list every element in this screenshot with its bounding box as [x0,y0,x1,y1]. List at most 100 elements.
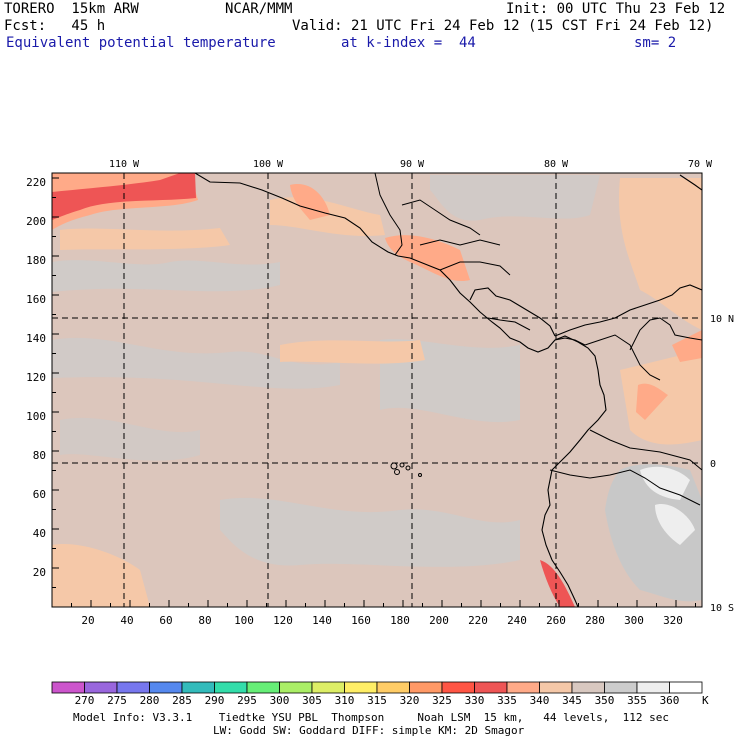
caribbean-coastline [554,284,702,337]
colorbar-swatch [246,681,280,694]
y-tick-label: 100 [26,410,46,423]
colorbar-label: 330 [465,694,485,707]
grey-zone [52,260,280,292]
colorbar-label: 315 [367,694,387,707]
salmon-zone [385,235,470,281]
lon-label-110w: 110 W [109,159,140,170]
border-line [629,317,702,351]
colorbar-labels: 270 275 280 285 290 295 300 305 310 315 320 325 330 3… [75,694,680,707]
lon-label-80w: 80 W [544,159,569,170]
field-shading [52,173,702,607]
y-tick-label: 200 [26,215,46,228]
y-tick-label: 20 [33,566,46,579]
colorbar-label: 310 [335,694,355,707]
colorbar-label: 305 [302,694,322,707]
colorbar-swatch [571,681,605,694]
red-zone [540,560,575,607]
colorbar-swatch [149,681,183,694]
y-tick-label: 60 [33,488,46,501]
colorbar-label: 325 [432,694,452,707]
country-borders [374,173,702,506]
x-tick-labels: 20 40 60 80 100 120 140 160 180 200 220 … [81,614,683,627]
lat-label-10n: 10 N [710,314,734,325]
colorbar-swatch [441,681,475,694]
colorbar-swatch [539,681,573,694]
white-zone [640,466,690,500]
peach-zone [270,197,385,237]
x-tick-label: 280 [585,614,605,627]
colorbar-swatch [506,681,540,694]
y-tick-label: 180 [26,254,46,267]
border-line [374,173,403,256]
lat-label-10s: 10 S [710,603,734,614]
lon-label-100w: 100 W [253,159,284,170]
x-tick-label: 320 [663,614,683,627]
coastline [469,287,556,337]
init-label: Init: 00 UTC Thu 23 Feb 12 [506,1,726,17]
colorbar-label: 270 [75,694,95,707]
colorbar [51,681,703,694]
lon-labels: 110 W 100 W 90 W 80 W 70 W [109,159,713,170]
physics-info-line: LW: Godd SW: Goddard DIFF: simple KM: 2D… [213,724,525,737]
border-line [589,429,702,471]
level-label: at k-index = 44 [341,35,476,51]
model-label: TORERO 15km ARW [4,1,139,17]
colorbar-swatch [279,681,313,694]
colorbar-swatch [214,681,248,694]
graticule [52,173,702,607]
colorbar-label: 345 [562,694,582,707]
y-tick-label: 220 [26,176,46,189]
colorbar-swatch [669,681,703,694]
x-tick-label: 80 [198,614,211,627]
peach-zone [280,340,425,364]
x-tick-label: 200 [429,614,449,627]
map-frame [51,172,703,608]
colorbar-swatch [376,681,410,694]
island-outline [405,465,411,471]
coastline [194,173,702,607]
y-tick-label: 40 [33,527,46,540]
border-line [549,469,701,506]
colorbar-label: 360 [660,694,680,707]
lon-label-90w: 90 W [400,159,425,170]
colorbar-swatch [311,681,345,694]
white-zone [655,504,695,545]
peach-zone [619,178,702,330]
lat-labels: 10 N 0 10 S [710,314,734,614]
pacific-coastline [194,173,607,607]
x-tick-label: 240 [507,614,527,627]
x-tick-label: 20 [81,614,94,627]
colorbar-label: 355 [627,694,647,707]
colorbar-swatch [51,681,85,694]
colorbar-unit: K [702,694,709,707]
border-line [439,261,511,276]
valid-label: Valid: 21 UTC Fri 24 Feb 12 (15 CST Fri … [292,18,714,34]
y-tick-labels: 20 40 60 80 100 120 140 160 180 200 220 [26,176,46,579]
x-tick-label: 120 [273,614,293,627]
border-line [487,317,531,331]
salmon-zone [672,330,702,362]
grey-zone [220,497,520,567]
border-line [554,337,586,346]
lon-label-70w: 70 W [688,159,713,170]
colorbar-swatch [636,681,670,694]
x-tick-label: 100 [234,614,254,627]
x-tick-label: 300 [624,614,644,627]
border-line [419,239,501,246]
model-info-line: Model Info: V3.3.1 Tiedtke YSU PBL Thomp… [73,711,670,724]
colorbar-label: 295 [237,694,257,707]
island-outline [394,469,400,475]
x-tick-label: 260 [546,614,566,627]
colorbar-swatch [409,681,443,694]
colorbar-label: 335 [497,694,517,707]
colorbar-label: 285 [172,694,192,707]
colorbar-label: 300 [270,694,290,707]
border-line [584,334,661,381]
y-tick-label: 80 [33,449,46,462]
border-line [401,199,481,236]
caribbean-coastline [679,174,702,191]
colorbar-label: 340 [530,694,550,707]
x-tick-label: 140 [312,614,332,627]
y-tick-label: 140 [26,332,46,345]
x-tick-label: 40 [120,614,133,627]
